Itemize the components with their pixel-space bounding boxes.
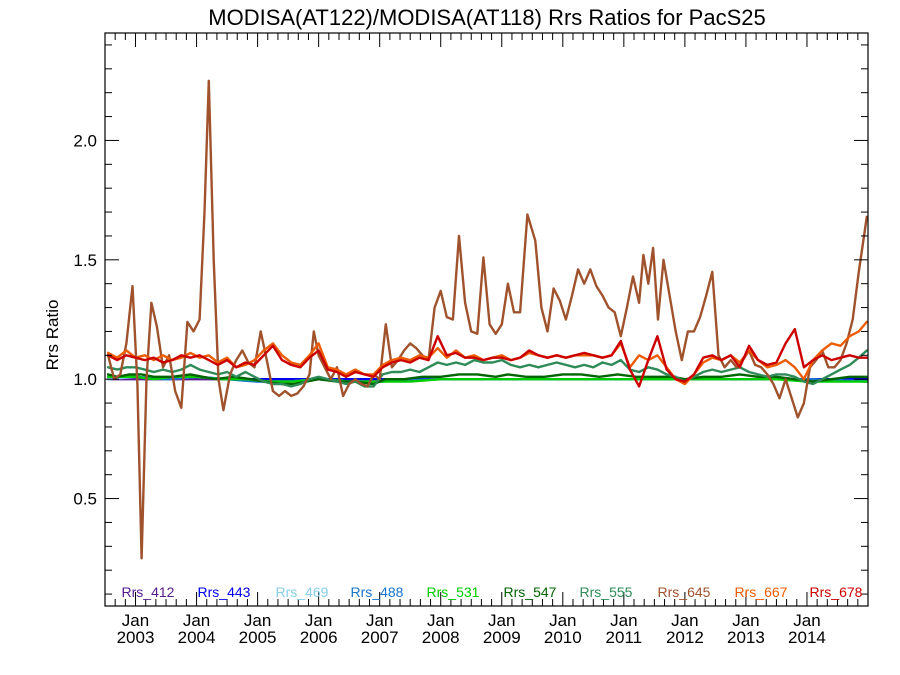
x-tick-year-label: 2014 [788, 628, 826, 647]
legend-entry-rrs-678: Rrs_678 [810, 584, 863, 600]
x-tick-month-label: Jan [488, 611, 515, 630]
x-tick-month-label: Jan [793, 611, 820, 630]
x-tick-month-label: Jan [427, 611, 454, 630]
series-layer [106, 79, 868, 560]
legend-entry-rrs-645: Rrs_645 [658, 584, 711, 600]
x-tick-year-label: 2008 [422, 628, 460, 647]
y-tick-label: 1.5 [73, 251, 97, 270]
legend-entry-rrs-667: Rrs_667 [735, 584, 788, 600]
x-tick-month-label: Jan [305, 611, 332, 630]
x-tick-year-label: 2011 [606, 628, 643, 647]
x-tick-year-label: 2006 [300, 628, 338, 647]
x-tick-month-label: Jan [671, 611, 698, 630]
series-line-rrs-645 [106, 79, 868, 560]
tick-layer: 0.51.01.52.0Jan2003Jan2004Jan2005Jan2006… [73, 33, 868, 647]
legend: Rrs_412 Rrs_443 Rrs_469 Rrs_488 Rrs_531 Rrs_5… [122, 584, 863, 600]
y-tick-label: 2.0 [73, 131, 97, 150]
x-tick-month-label: Jan [366, 611, 393, 630]
y-tick-label: 0.5 [73, 490, 97, 509]
y-axis-label: Rrs Ratio [43, 300, 62, 371]
x-tick-month-label: Jan [610, 611, 637, 630]
chart-title: MODISA(AT122)/MODISA(AT118) Rrs Ratios f… [208, 5, 765, 30]
legend-entry-rrs-531: Rrs_531 [427, 584, 480, 600]
series-line-rrs-547 [106, 373, 868, 386]
legend-entry-rrs-412: Rrs_412 [122, 584, 175, 600]
plot-frame [104, 32, 869, 607]
x-tick-year-label: 2005 [239, 628, 277, 647]
x-tick-month-label: Jan [244, 611, 271, 630]
x-tick-month-label: Jan [122, 611, 149, 630]
x-tick-year-label: 2004 [178, 628, 216, 647]
legend-entry-rrs-488: Rrs_488 [351, 584, 404, 600]
x-tick-year-label: 2012 [666, 628, 704, 647]
x-tick-year-label: 2003 [117, 628, 155, 647]
series-line-rrs-678 [106, 327, 868, 388]
x-tick-month-label: Jan [183, 611, 210, 630]
x-tick-year-label: 2013 [727, 628, 765, 647]
x-tick-year-label: 2007 [361, 628, 399, 647]
legend-entry-rrs-443: Rrs_443 [198, 584, 251, 600]
x-tick-month-label: Jan [549, 611, 576, 630]
x-tick-year-label: 2009 [483, 628, 521, 647]
legend-entry-rrs-469: Rrs_469 [276, 584, 329, 600]
x-tick-month-label: Jan [732, 611, 759, 630]
x-tick-year-label: 2010 [544, 628, 582, 647]
series-line-rrs-555 [106, 349, 868, 388]
y-tick-label: 1.0 [73, 370, 97, 389]
legend-entry-rrs-555: Rrs_555 [580, 584, 633, 600]
legend-entry-rrs-547: Rrs_547 [504, 584, 557, 600]
